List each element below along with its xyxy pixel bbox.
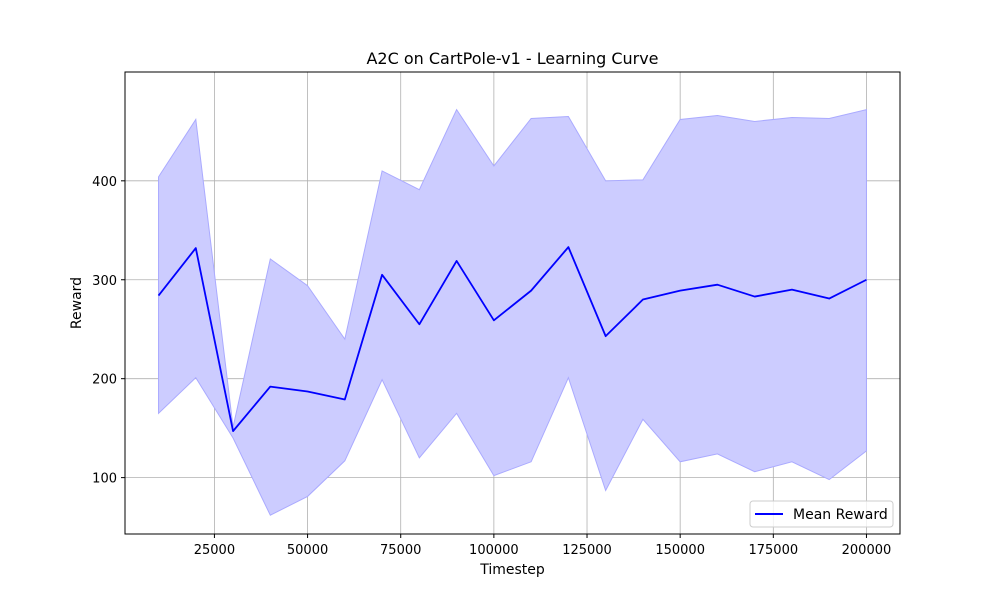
chart-title: A2C on CartPole-v1 - Learning Curve — [366, 49, 658, 68]
y-tick-label: 300 — [92, 274, 117, 289]
x-tick-label: 125000 — [562, 543, 612, 558]
x-tick-label: 25000 — [194, 543, 235, 558]
x-tick-label: 200000 — [842, 543, 892, 558]
y-tick-label: 200 — [92, 373, 117, 388]
x-axis-label: Timestep — [479, 562, 545, 578]
y-tick-label: 100 — [92, 472, 117, 487]
y-axis-label: Reward — [69, 277, 85, 329]
legend: Mean Reward — [750, 501, 893, 527]
y-tick-label: 400 — [92, 175, 117, 190]
x-tick-label: 150000 — [655, 543, 705, 558]
legend-label-mean-reward: Mean Reward — [793, 507, 888, 523]
x-tick-label: 175000 — [748, 543, 798, 558]
x-tick-label: 100000 — [469, 543, 519, 558]
x-tick-label: 75000 — [380, 543, 421, 558]
x-tick-label: 50000 — [287, 543, 328, 558]
